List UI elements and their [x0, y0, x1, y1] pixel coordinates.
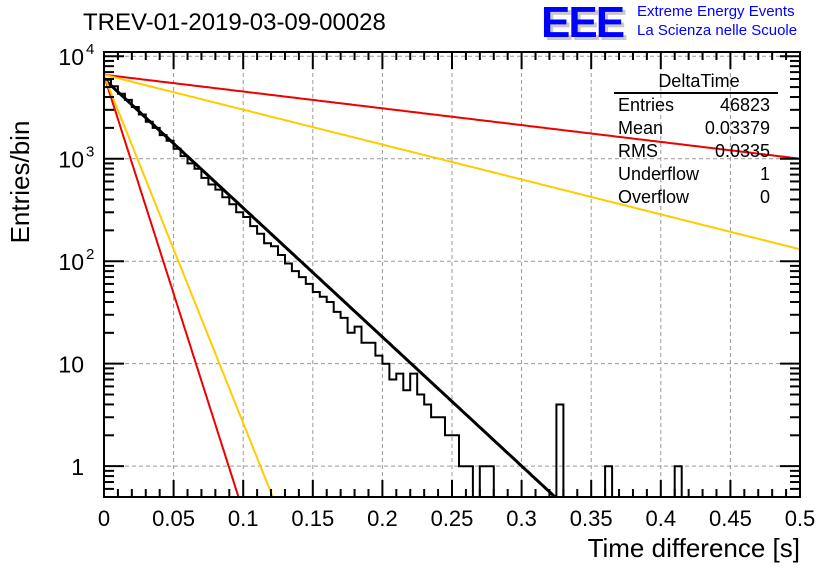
x-tick-label: 0.25: [431, 506, 474, 531]
x-tick-label: 0.3: [506, 506, 537, 531]
y-tick-exponent: 4: [86, 41, 94, 58]
y-tick-label: 10: [58, 352, 84, 378]
stats-box: DeltaTime Entries 46823 Mean 0.03379 RMS 0.…: [614, 70, 778, 209]
stats-value: 46823: [719, 95, 770, 115]
stats-label: RMS: [618, 141, 658, 161]
stats-row-overflow: Overflow 0: [614, 186, 778, 209]
y-tick-label: 10: [58, 147, 84, 173]
stats-value: 0.03379: [704, 118, 770, 138]
stats-value: 0.0335: [714, 141, 770, 161]
stats-label: Entries: [618, 95, 675, 115]
curve-red-steep: [103, 75, 240, 498]
y-tick-exponent: 2: [86, 246, 94, 263]
x-tick-label: 0.45: [709, 506, 752, 531]
stats-value: 1: [759, 164, 770, 184]
logo-line-2: La Scienza nelle Scuole: [637, 22, 798, 39]
y-axis-label: Entries/bin: [5, 120, 35, 244]
x-axis-label: Time difference [s]: [587, 533, 800, 563]
stats-label: Overflow: [618, 187, 690, 207]
y-tick-label: 1: [71, 454, 84, 480]
curve-yellow-steep: [103, 75, 274, 498]
curve-yellow-shallow: [103, 73, 801, 251]
stats-label: Underflow: [618, 164, 700, 184]
stats-value: 0: [759, 187, 770, 207]
x-tick-label: 0.15: [291, 506, 334, 531]
eee-logo: EEE: [541, 0, 625, 47]
y-tick-label: 10: [58, 44, 84, 70]
stats-row-rms: RMS 0.0335: [614, 140, 778, 163]
stats-row-underflow: Underflow 1: [614, 163, 778, 186]
x-tick-label: 0.2: [367, 506, 398, 531]
tick-labels: 0 0.05 0.1 0.15 0.2 0.25 0.3 0.35 0.4 0.45 0.510 41…: [58, 41, 815, 531]
stats-row-entries: Entries 46823: [614, 94, 778, 117]
x-tick-label: 0: [98, 506, 110, 531]
logo-text: Extreme Energy Events La Scienza nelle S…: [637, 2, 797, 40]
x-tick-label: 0.05: [152, 506, 195, 531]
x-tick-label: 0.5: [785, 506, 816, 531]
x-tick-label: 0.1: [228, 506, 259, 531]
axes: [103, 51, 801, 498]
stats-label: Mean: [618, 118, 664, 138]
curve-red-shallow: [103, 73, 801, 160]
y-tick-exponent: 3: [86, 144, 94, 161]
logo-line-1: Extreme Energy Events: [637, 3, 795, 20]
y-tick-label: 10: [58, 249, 84, 275]
stats-title: DeltaTime: [614, 70, 778, 94]
chart-title: TREV-01-2019-03-09-00028: [83, 9, 386, 36]
stats-row-mean: Mean 0.03379: [614, 117, 778, 140]
x-tick-label: 0.4: [646, 506, 677, 531]
x-tick-label: 0.35: [570, 506, 613, 531]
